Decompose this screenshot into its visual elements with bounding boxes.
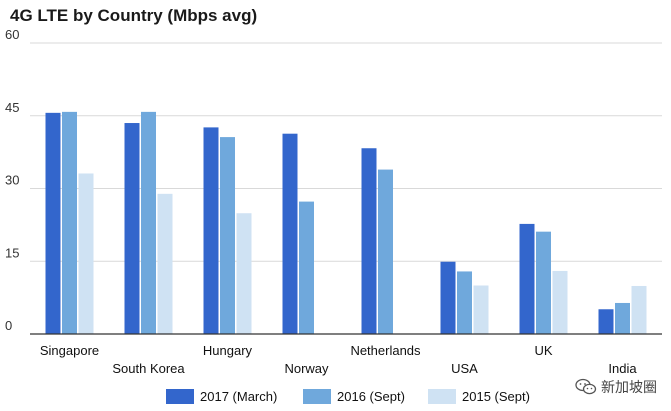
- bar: [361, 148, 377, 334]
- legend-swatch: [166, 389, 194, 404]
- y-tick-label: 15: [5, 245, 19, 260]
- bar: [124, 123, 140, 335]
- bar: [457, 271, 472, 334]
- legend-label: 2016 (Sept): [337, 389, 405, 404]
- bar: [440, 261, 456, 334]
- bar: [299, 201, 314, 334]
- bar: [282, 133, 298, 334]
- y-tick-label: 60: [5, 27, 19, 42]
- legend-swatch: [428, 389, 456, 404]
- x-tick-label: USA: [451, 361, 478, 376]
- bar: [631, 285, 647, 334]
- bar: [45, 112, 61, 334]
- bar: [536, 231, 551, 334]
- bar: [62, 111, 77, 335]
- y-tick-label: 45: [5, 100, 19, 115]
- watermark: 新加坡圈: [575, 377, 657, 397]
- x-tick-label: South Korea: [112, 361, 185, 376]
- axes: 0 15 30 45 60 Singapore South Korea Hungary Norw…: [5, 27, 662, 376]
- y-tick-label: 0: [5, 318, 12, 333]
- bars: [45, 111, 647, 335]
- legend-label: 2017 (March): [200, 389, 277, 404]
- bar: [78, 173, 94, 334]
- bar: [598, 309, 614, 334]
- bar: [220, 137, 235, 334]
- bar: [157, 193, 173, 334]
- y-tick-label: 30: [5, 173, 19, 188]
- bar: [552, 270, 568, 334]
- bar: [473, 285, 489, 334]
- bar: [615, 302, 630, 334]
- bar: [378, 169, 393, 334]
- x-tick-label: Hungary: [203, 343, 253, 358]
- x-tick-label: Singapore: [40, 343, 99, 358]
- legend-swatch: [303, 389, 331, 404]
- chart-title: 4G LTE by Country (Mbps avg): [10, 6, 258, 25]
- legend-label: 2015 (Sept): [462, 389, 530, 404]
- x-tick-label: Norway: [284, 361, 329, 376]
- legend: 2017 (March) 2016 (Sept) 2015 (Sept): [166, 389, 530, 404]
- bar: [141, 111, 156, 335]
- x-tick-label: UK: [534, 343, 552, 358]
- x-tick-label: Netherlands: [350, 343, 421, 358]
- bar: [203, 127, 219, 334]
- x-tick-label: India: [608, 361, 637, 376]
- watermark-text: 新加坡圈: [601, 379, 657, 395]
- bar: [519, 223, 535, 334]
- bar: [236, 213, 252, 334]
- wechat-icon: [575, 378, 597, 395]
